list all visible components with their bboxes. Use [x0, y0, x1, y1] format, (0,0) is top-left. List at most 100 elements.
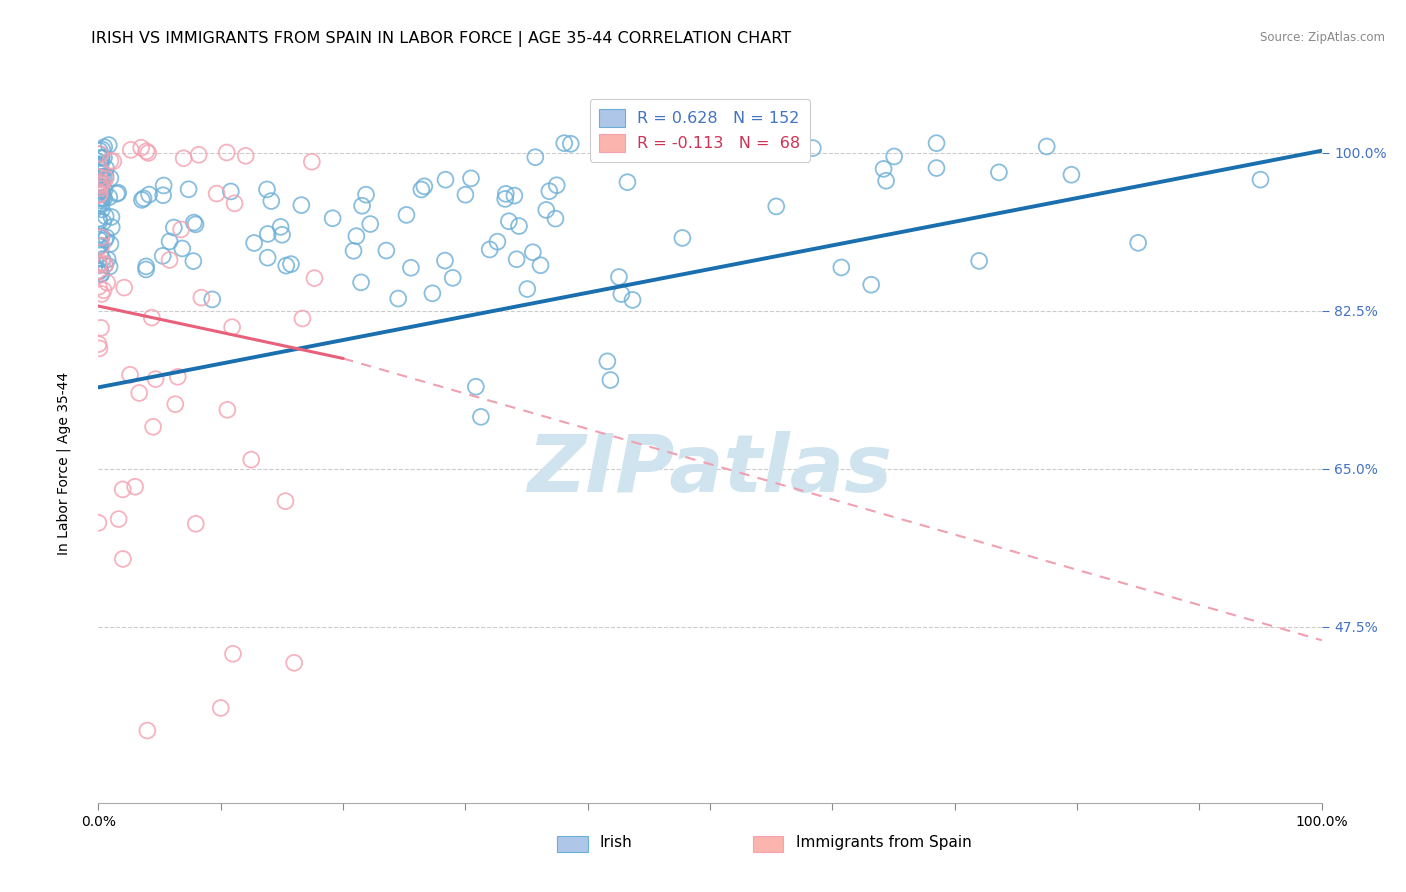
Point	[87, 211, 110, 226]
Point	[359, 217, 381, 231]
Point	[503, 188, 526, 202]
Point	[291, 311, 314, 326]
Point	[112, 280, 135, 294]
Point	[205, 186, 228, 201]
Point	[90, 267, 112, 281]
Point	[91, 256, 114, 270]
Point	[90, 321, 112, 335]
Point	[89, 178, 111, 193]
Point	[90, 151, 112, 165]
Point	[187, 148, 209, 162]
Point	[91, 192, 114, 206]
Point	[498, 214, 520, 228]
Point	[671, 231, 693, 245]
Point	[529, 258, 551, 272]
Point	[159, 235, 181, 249]
Point	[98, 190, 121, 204]
Point	[89, 238, 111, 252]
Point	[94, 161, 117, 176]
Point	[128, 386, 150, 401]
Point	[166, 369, 188, 384]
Point	[163, 220, 186, 235]
Point	[100, 210, 122, 224]
Point	[100, 171, 122, 186]
Point	[159, 252, 181, 267]
Point	[875, 174, 897, 188]
Point	[87, 198, 110, 212]
Point	[124, 480, 146, 494]
Point	[90, 202, 112, 217]
FancyBboxPatch shape	[752, 836, 783, 852]
Point	[219, 185, 242, 199]
Point	[235, 149, 257, 163]
Point	[763, 135, 786, 149]
Point	[280, 257, 302, 271]
Point	[152, 188, 174, 202]
Point	[90, 157, 112, 171]
Point	[672, 139, 695, 153]
Point	[100, 153, 122, 168]
Point	[433, 253, 456, 268]
Point	[141, 310, 163, 325]
Point	[90, 238, 112, 252]
Point	[256, 227, 278, 241]
Point	[90, 267, 112, 281]
Point	[98, 260, 121, 274]
Point	[97, 252, 120, 267]
Point	[560, 136, 582, 151]
Point	[87, 259, 110, 273]
Point	[290, 198, 312, 212]
Point	[217, 402, 239, 417]
Point	[243, 235, 266, 250]
Point	[183, 216, 205, 230]
Point	[93, 183, 115, 197]
Point	[100, 220, 122, 235]
Point	[90, 287, 112, 301]
Point	[138, 187, 160, 202]
Point	[283, 656, 305, 670]
Point	[89, 263, 111, 277]
Point	[801, 141, 824, 155]
Point	[215, 145, 238, 160]
Legend: R = 0.628   N = 152, R = -0.113   N =  68: R = 0.628 N = 152, R = -0.113 N = 68	[589, 99, 810, 161]
Point	[129, 141, 152, 155]
Point	[987, 165, 1010, 179]
Point	[89, 169, 111, 184]
Point	[607, 270, 630, 285]
Point	[90, 176, 112, 190]
Point	[103, 154, 125, 169]
Point	[96, 276, 118, 290]
Point	[87, 188, 110, 202]
Point	[93, 151, 115, 165]
Point	[89, 246, 111, 260]
Point	[93, 191, 115, 205]
Point	[87, 516, 110, 530]
Point	[96, 230, 118, 244]
Point	[91, 252, 114, 266]
Point	[107, 186, 129, 200]
Point	[177, 182, 200, 196]
Point	[89, 214, 111, 228]
Point	[413, 179, 436, 194]
Point	[399, 260, 422, 275]
Point	[170, 222, 193, 236]
Point	[524, 150, 547, 164]
Point	[616, 175, 638, 189]
Point	[91, 143, 114, 157]
Point	[344, 229, 367, 244]
Point	[342, 244, 364, 258]
Point	[91, 215, 114, 229]
Point	[89, 264, 111, 278]
Point	[135, 260, 157, 274]
Point	[89, 233, 111, 247]
Point	[201, 293, 224, 307]
Point	[120, 143, 142, 157]
Point	[131, 193, 153, 207]
Point	[89, 187, 111, 202]
Point	[135, 145, 157, 159]
Text: Irish: Irish	[600, 835, 633, 850]
Point	[184, 516, 207, 531]
Point	[395, 208, 418, 222]
Point	[87, 147, 110, 161]
Point	[522, 245, 544, 260]
